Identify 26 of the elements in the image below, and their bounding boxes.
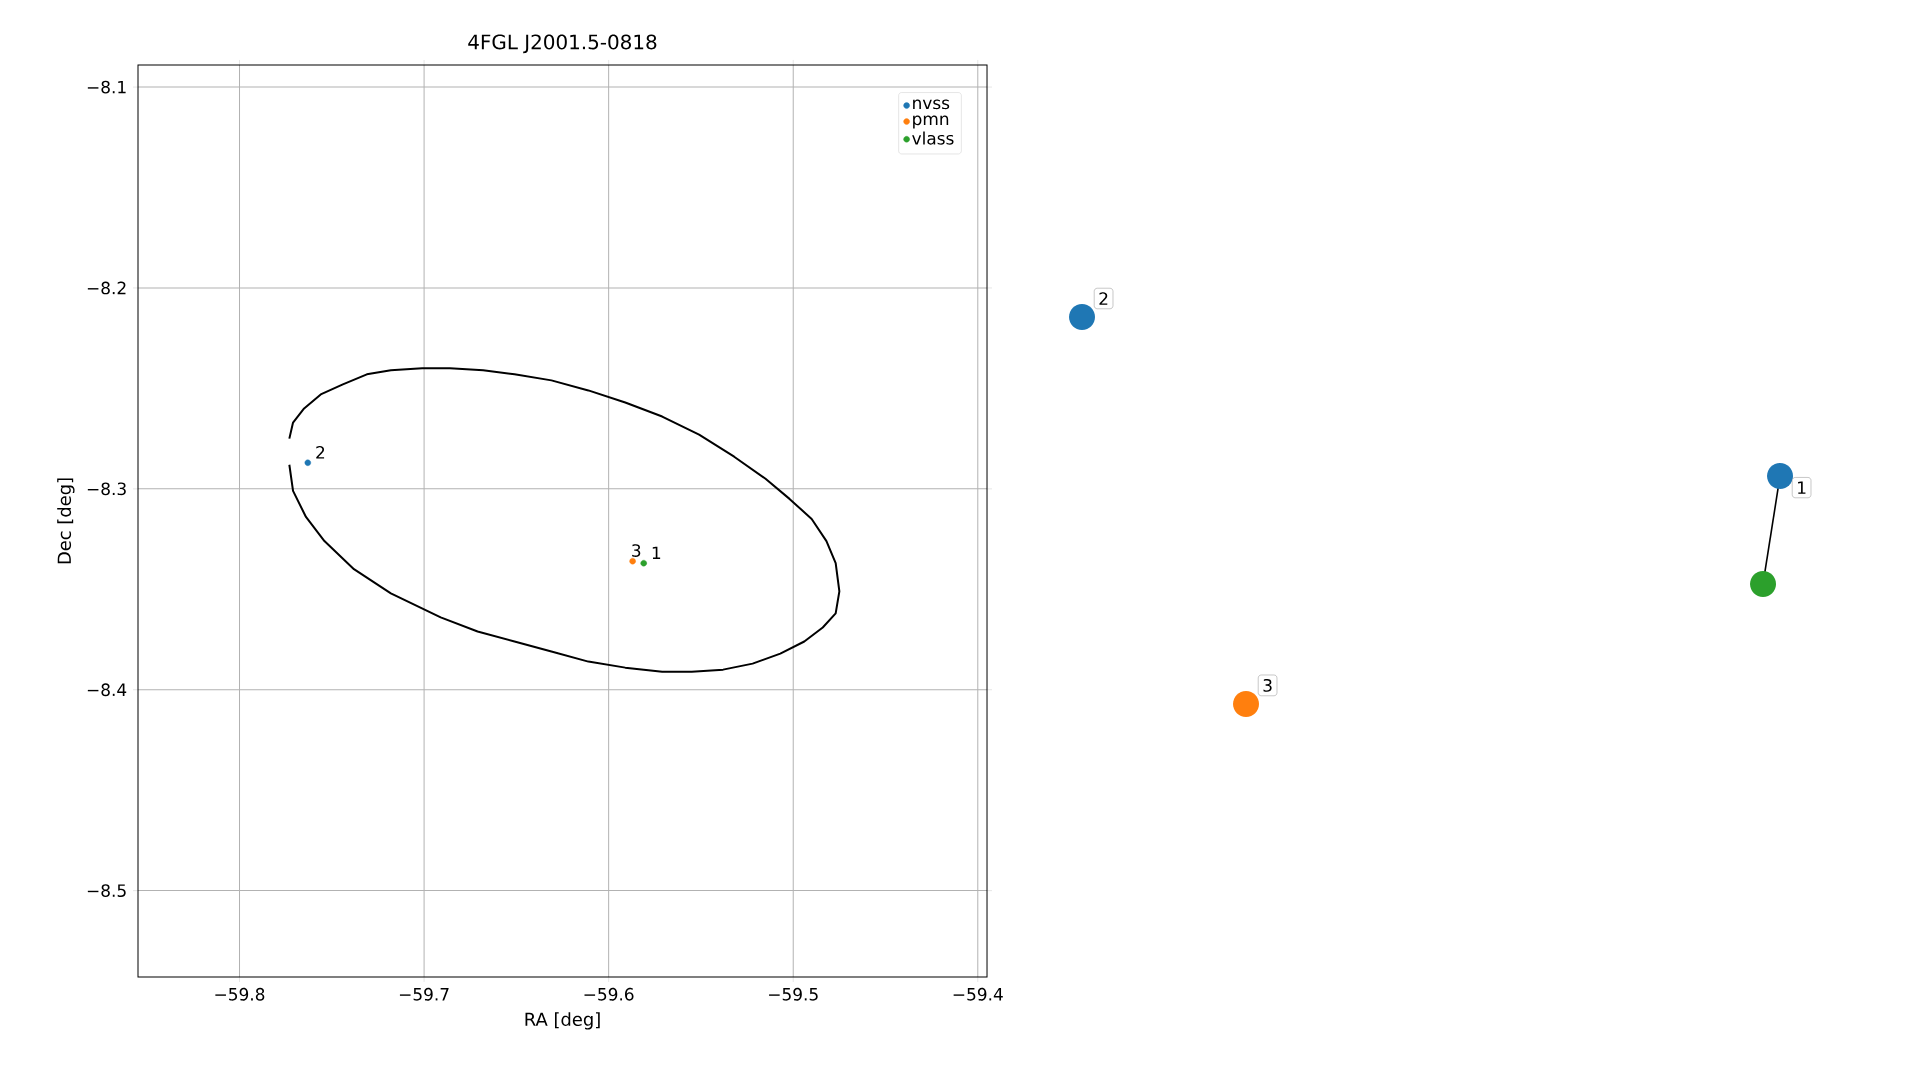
y-tick-label: −8.5	[87, 884, 126, 898]
annotation: 3	[632, 544, 641, 557]
annotation: 1	[652, 546, 661, 559]
y-tick-label: −8.4	[87, 683, 127, 697]
chart-title: 4FGL J2001.5-0818	[468, 34, 657, 54]
text: 1	[1798, 481, 1806, 494]
legend-label: nvss	[913, 99, 950, 110]
point	[640, 559, 647, 567]
x-tick-label: −59.4	[953, 987, 1003, 1001]
x-tick-label: −59.5	[769, 987, 818, 1001]
text: 3	[1263, 678, 1272, 692]
point	[304, 459, 311, 466]
text: 2	[1099, 292, 1108, 305]
legend-label: vlass	[912, 131, 954, 145]
y-tick-label: −8.2	[87, 281, 126, 295]
x-tick-label: −59.6	[584, 987, 634, 1001]
x-tick-label: −59.8	[215, 987, 265, 1001]
y-tick-label: −8.1	[87, 80, 126, 94]
legend-label: pmn	[913, 115, 949, 129]
line-series	[288, 367, 841, 673]
x-axis-title: RA [deg]	[525, 1012, 600, 1030]
x-tick-label: −59.7	[399, 987, 449, 1001]
y-axis-title: Dec [deg]	[57, 478, 75, 564]
annotation: 2	[316, 445, 325, 459]
point	[629, 557, 636, 565]
y-tick-label: −8.3	[87, 482, 126, 496]
